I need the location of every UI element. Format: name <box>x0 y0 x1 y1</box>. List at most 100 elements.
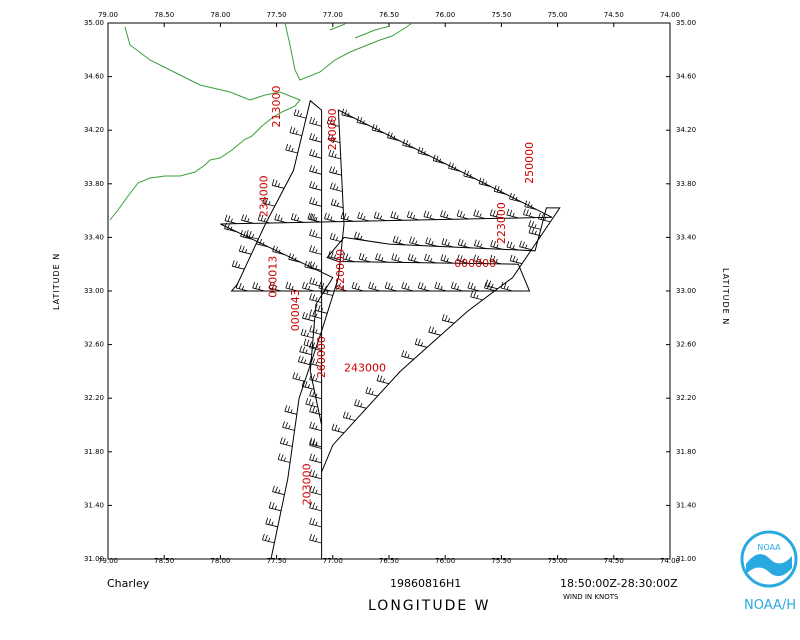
wind-barb <box>309 469 322 480</box>
wind-barb <box>328 149 341 160</box>
wind-barb <box>309 485 322 496</box>
wind-barb <box>272 245 285 255</box>
wind-barb <box>302 312 315 322</box>
lat-tick-label: 33.40 <box>84 233 104 241</box>
lat-ticks-left: 35.00 34.60 34.20 33.80 33.40 33.00 32.60 32.20… <box>84 19 112 563</box>
coastline <box>109 22 413 221</box>
wind-barb <box>448 162 461 172</box>
lon-tick-label: 78.50 <box>154 11 174 19</box>
wind-barb <box>417 146 430 157</box>
wind-barb <box>407 253 421 264</box>
y-axis-title-left: LATITUDE N <box>52 252 61 310</box>
wind-barb <box>309 116 322 127</box>
storm-name: Charley <box>107 577 150 590</box>
lon-tick-label: 75.00 <box>548 11 568 19</box>
wind-barb <box>257 213 271 224</box>
lat-tick-label: 33.00 <box>84 287 104 295</box>
wind-barb <box>478 177 492 188</box>
lat-tick-label: 31.80 <box>84 448 104 456</box>
wind-barb <box>305 397 318 408</box>
wind-barb <box>262 533 275 544</box>
wind-barb <box>402 139 415 149</box>
time-label: 213000 <box>270 86 283 128</box>
wind-barb <box>440 254 453 264</box>
wind-barb <box>489 254 502 265</box>
flight-track <box>220 99 561 560</box>
wind-barb <box>235 281 249 292</box>
wind-barb <box>314 304 328 314</box>
wind-barb <box>309 133 322 143</box>
wind-barb <box>493 185 507 195</box>
lat-tick-label: 35.00 <box>84 19 104 27</box>
wind-barb <box>284 405 297 415</box>
lon-tick-label: 75.50 <box>491 11 511 19</box>
wind-barb <box>297 355 311 366</box>
lat-tick-label: 32.20 <box>676 394 696 402</box>
lat-tick-label: 31.80 <box>676 448 696 456</box>
wind-barb <box>358 252 372 263</box>
mission-id: 19860816H1 <box>390 577 462 590</box>
lon-tick-label: 78.50 <box>154 557 174 565</box>
time-label: 250000 <box>523 142 536 184</box>
wind-barb <box>331 423 345 434</box>
lat-tick-label: 31.40 <box>84 501 104 509</box>
wind-barb <box>373 211 387 222</box>
wind-barb <box>473 254 486 265</box>
wind-barb <box>289 126 302 136</box>
lon-ticks-bottom: 79.00 78.50 78.00 77.50 77.00 76.50 76.00 75.50… <box>98 555 680 565</box>
wind-barb <box>371 123 385 134</box>
wind-barb <box>268 281 282 292</box>
wind-barb <box>330 182 343 192</box>
lon-tick-label: 74.50 <box>604 557 624 565</box>
lon-tick-label: 77.50 <box>267 557 287 565</box>
wind-barb <box>489 209 503 219</box>
lon-tick-label: 76.00 <box>435 557 455 565</box>
wind-barb <box>335 281 348 292</box>
wind-barb <box>277 453 291 463</box>
wind-barb <box>375 253 388 263</box>
wind-barb <box>274 213 287 224</box>
wind-barb <box>272 485 285 496</box>
wind-barb <box>309 245 322 255</box>
logo-text: NOAA/H <box>744 598 797 613</box>
wind-barb <box>307 212 320 223</box>
wind-barb <box>293 108 307 119</box>
wind-barb <box>329 166 342 176</box>
time-label: 243000 <box>344 361 386 374</box>
wind-barb <box>309 197 322 207</box>
wind-barb <box>329 232 343 243</box>
wind-barb <box>523 208 536 218</box>
wind-barb <box>265 517 278 528</box>
wind-barb <box>485 279 498 290</box>
wind-barb <box>256 237 269 248</box>
wind-barb <box>376 374 390 385</box>
lat-tick-label: 34.60 <box>676 73 696 81</box>
wind-barb <box>324 212 337 223</box>
wind-barb <box>304 260 317 271</box>
wind-barb <box>423 210 436 220</box>
lon-tick-label: 77.50 <box>267 11 287 19</box>
wind-barb <box>309 293 322 303</box>
wind-barb <box>309 517 322 528</box>
wind-barb <box>440 210 453 220</box>
wind-barb <box>282 421 295 431</box>
wind-barb <box>303 338 316 349</box>
wind-barb <box>356 116 369 126</box>
y-axis-title-right: LATITUDE N <box>721 268 730 326</box>
time-label: 000043 <box>289 289 302 331</box>
wind-barb <box>327 250 341 261</box>
lat-tick-label: 34.20 <box>676 126 696 134</box>
wind-barb <box>309 261 322 271</box>
wind-barb <box>450 281 464 292</box>
wind-barb <box>302 281 315 292</box>
wind-barb <box>354 399 367 409</box>
lon-tick-label: 77.00 <box>323 11 343 19</box>
track-line <box>220 99 561 560</box>
wind-barb <box>341 108 354 119</box>
lon-tick-label: 79.00 <box>98 11 118 19</box>
wind-barb <box>309 165 322 175</box>
wind-barb <box>224 222 237 233</box>
wind-barb <box>309 181 322 191</box>
lon-tick-label: 76.50 <box>379 11 399 19</box>
wind-barb <box>309 309 322 319</box>
